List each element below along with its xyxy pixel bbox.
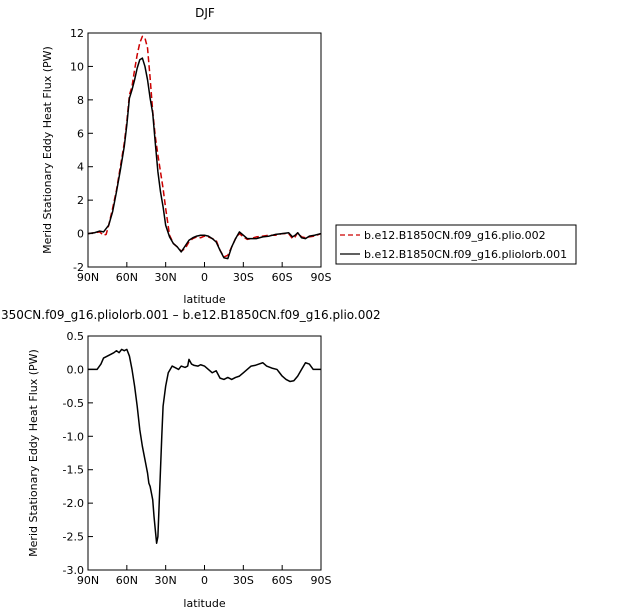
chart-bottom-ytick-label: -2.0 [63, 497, 84, 510]
chart-bottom-ylabel: Merid Stationary Eddy Heat Flux (PW) [27, 349, 40, 557]
chart-top-xtick-label: 60S [272, 271, 293, 284]
chart-top-ytick-label: 10 [70, 60, 84, 73]
chart-top-series-line-0 [87, 35, 322, 258]
chart-top-series [87, 35, 322, 260]
chart-bottom-series-line-0 [88, 348, 321, 545]
chart-bottom-ytick-label: -1.5 [63, 464, 84, 477]
chart-bottom-xlabel: latitude [183, 597, 225, 610]
legend-label-plio: b.e12.B1850CN.f09_g16.plio.002 [364, 229, 546, 242]
chart-bottom-series [88, 348, 321, 545]
chart-bottom-xtick-label: 90S [311, 574, 332, 587]
chart-top-frame [87, 32, 322, 268]
chart-bottom-xtick-label: 30N [155, 574, 177, 587]
chart-bottom-xtick-label: 60S [272, 574, 293, 587]
chart-top-title: DJF [195, 6, 215, 20]
chart-top-xtick-label: 0 [201, 271, 208, 284]
chart-top-xtick-label: 90S [311, 271, 332, 284]
chart-top-axes: 90N 60N 30N 0 30S 60S 90S -2 0 2 4 6 8 10 12 [70, 27, 332, 284]
chart-bottom-ytick-label: 0.0 [67, 363, 85, 376]
chart-top-series-line-1 [87, 57, 322, 260]
chart-bottom-frame [87, 335, 322, 571]
chart-top-ytick-label: 0 [77, 228, 84, 241]
legend-box [335, 224, 577, 265]
chart-top-ytick-label: -2 [73, 261, 84, 274]
chart-bottom: 350CN.f09_g16.pliolorb.001 – b.e12.B1850… [1, 308, 381, 610]
chart-bottom-title: 350CN.f09_g16.pliolorb.001 – b.e12.B1850… [1, 308, 381, 322]
chart-bottom-xtick-label: 60N [116, 574, 138, 587]
chart-top: DJF 90N 60N 30N 0 30S 60S 90S -2 0 2 4 6 8 10 12 latit… [41, 6, 332, 306]
chart-bottom-xtick-label: 0 [201, 574, 208, 587]
chart-top-xtick-label: 60N [116, 271, 138, 284]
chart-bottom-xtick-label: 30S [233, 574, 254, 587]
chart-top-xlabel: latitude [183, 293, 225, 306]
chart-top-ytick-label: 12 [70, 27, 84, 40]
legend-label-pliolorb: b.e12.B1850CN.f09_g16.pliolorb.001 [364, 248, 567, 261]
chart-top-ytick-label: 4 [77, 161, 84, 174]
chart-top-xtick-label: 90N [77, 271, 99, 284]
chart-top-ytick-label: 6 [77, 127, 84, 140]
chart-bottom-xtick-label: 90N [77, 574, 99, 587]
chart-bottom-ytick-label: -1.0 [63, 430, 84, 443]
chart-top-legend: b.e12.B1850CN.f09_g16.plio.002 b.e12.B18… [335, 224, 577, 265]
chart-top-ytick-label: 2 [77, 194, 84, 207]
chart-top-xtick-label: 30N [155, 271, 177, 284]
chart-top-ytick-label: 8 [77, 94, 84, 107]
chart-top-ylabel: Merid Stationary Eddy Heat Flux (PW) [41, 46, 54, 254]
chart-bottom-axes: 90N 60N 30N 0 30S 60S 90S -3.0 -2.5 -2.0 -1.5 -1.0 -… [63, 330, 332, 587]
chart-bottom-ytick-label: -0.5 [63, 397, 84, 410]
chart-bottom-ytick-label: 0.5 [67, 330, 85, 343]
chart-bottom-ytick-label: -2.5 [63, 531, 84, 544]
chart-top-xtick-label: 30S [233, 271, 254, 284]
chart-bottom-ytick-label: -3.0 [63, 564, 84, 577]
